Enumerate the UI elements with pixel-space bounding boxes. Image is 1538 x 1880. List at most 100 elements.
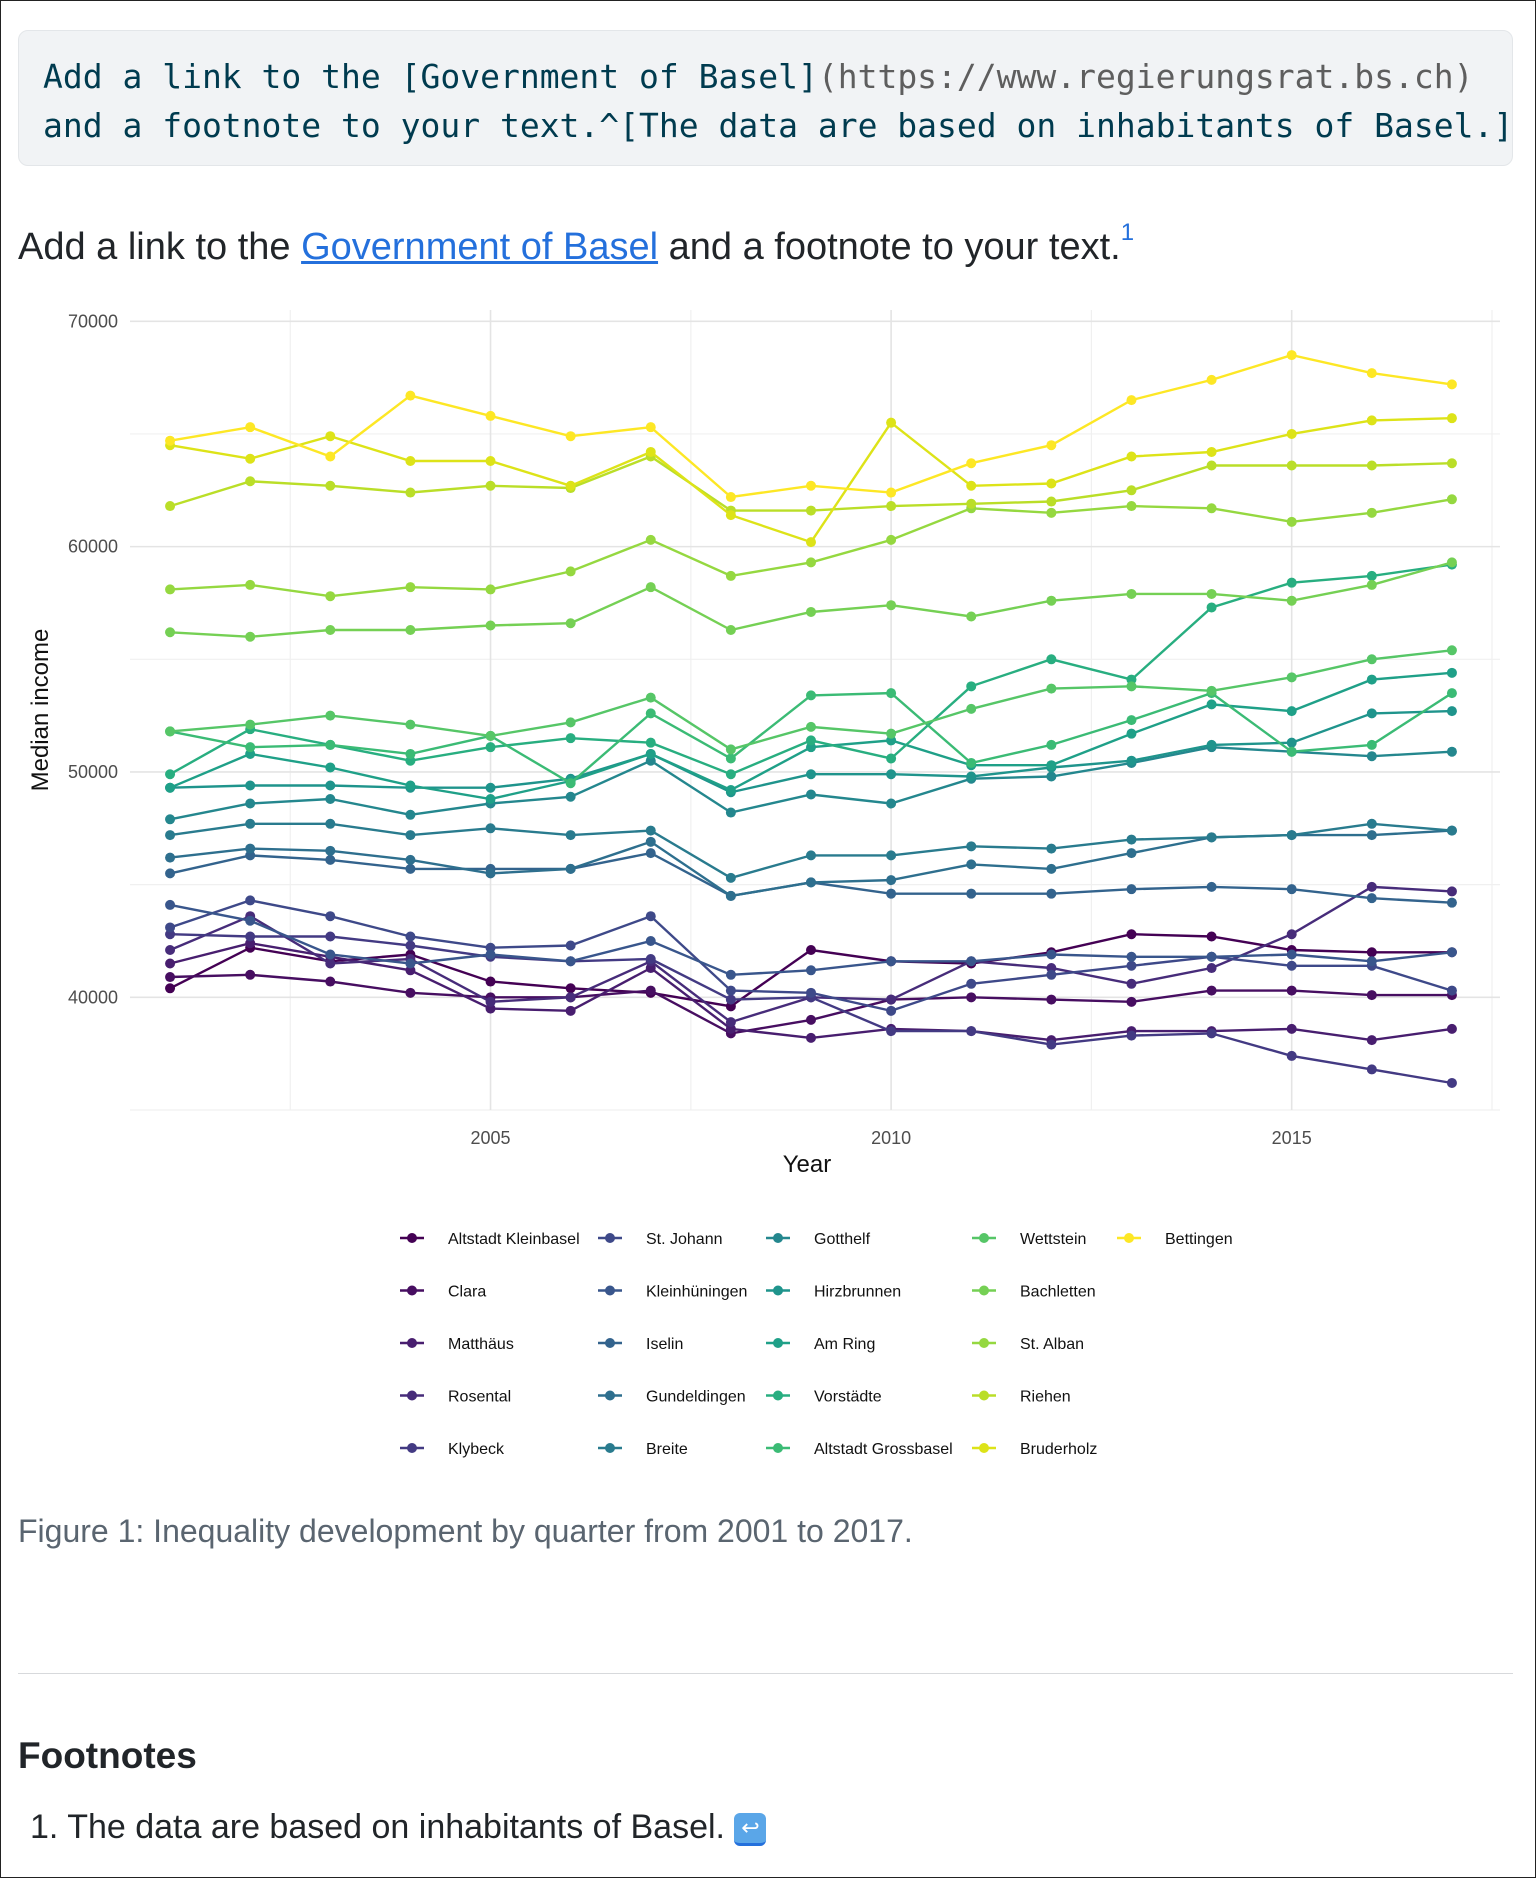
data-point (725, 744, 736, 755)
data-point (886, 501, 897, 512)
data-point (405, 625, 416, 635)
data-point (645, 446, 656, 457)
data-point (1446, 947, 1457, 958)
data-point (165, 435, 176, 446)
legend-key-point (773, 1285, 783, 1296)
data-point (485, 996, 496, 1007)
data-point (645, 825, 656, 836)
data-point (325, 762, 336, 773)
data-point (405, 780, 416, 791)
data-point (325, 845, 336, 856)
government-link[interactable]: Government of Basel (301, 226, 659, 268)
data-point (405, 987, 416, 998)
data-point (966, 458, 977, 469)
data-point (245, 798, 256, 809)
data-point (245, 476, 256, 487)
data-point (1286, 929, 1297, 940)
data-point (1046, 771, 1057, 782)
figure-caption: Figure 1: Inequality development by quar… (18, 1513, 913, 1549)
data-point (725, 510, 736, 521)
data-point (405, 390, 416, 401)
data-point (805, 1014, 816, 1025)
y-axis-title: Median income (27, 629, 54, 792)
x-tick-label: 2010 (871, 1128, 911, 1148)
data-point (1126, 978, 1137, 989)
data-point (245, 631, 256, 642)
data-point (1046, 888, 1057, 899)
data-point (325, 958, 336, 969)
data-point (966, 480, 977, 491)
data-point (966, 841, 977, 852)
data-point (1446, 985, 1457, 996)
data-point (1206, 739, 1217, 750)
legend-key-point (773, 1233, 783, 1243)
data-point (565, 778, 576, 789)
data-point (1206, 699, 1217, 710)
data-point (886, 888, 897, 899)
data-point (886, 1005, 897, 1016)
data-point (485, 584, 496, 595)
data-point (1366, 990, 1377, 1001)
footnote-ref-link[interactable]: 1 (1120, 219, 1135, 246)
data-point (325, 976, 336, 987)
data-point (725, 492, 736, 503)
data-point (1126, 501, 1137, 512)
data-point (1206, 685, 1217, 696)
data-point (1126, 451, 1137, 462)
data-point (1286, 706, 1297, 717)
data-point (1446, 1023, 1457, 1034)
data-point (886, 875, 897, 886)
data-point (805, 1032, 816, 1043)
y-tick-label: 40000 (68, 987, 118, 1007)
data-point (1286, 1023, 1297, 1034)
legend-label: Wettstein (1020, 1231, 1086, 1248)
data-point (1206, 881, 1217, 892)
data-point (1206, 832, 1217, 843)
data-point (1206, 602, 1217, 613)
data-point (565, 566, 576, 577)
data-point (1446, 645, 1457, 656)
data-point (1126, 848, 1137, 859)
data-point (966, 888, 977, 899)
data-point (1126, 996, 1137, 1007)
footnote-text: 1. The data are based on inhabitants of … (30, 1808, 725, 1846)
data-point (725, 570, 736, 581)
data-point (1446, 688, 1457, 699)
data-point (805, 721, 816, 732)
y-tick-label: 60000 (68, 537, 118, 557)
data-point (1446, 746, 1457, 757)
data-point (405, 582, 416, 593)
data-point (1286, 460, 1297, 471)
data-point (1286, 595, 1297, 606)
data-point (1126, 884, 1137, 895)
legend-key-point (979, 1285, 989, 1296)
data-point (1126, 834, 1137, 845)
legend-key-point (979, 1233, 989, 1243)
data-point (1366, 818, 1377, 829)
data-point (325, 854, 336, 865)
data-point (325, 780, 336, 791)
data-point (325, 739, 336, 750)
legend-label: Breite (646, 1441, 688, 1458)
legend-key-point (773, 1390, 783, 1401)
data-point (165, 584, 176, 595)
data-point (1206, 963, 1217, 974)
data-point (165, 830, 176, 841)
data-point (325, 451, 336, 462)
data-point (245, 579, 256, 590)
data-point (645, 911, 656, 922)
data-point (1366, 570, 1377, 581)
data-point (405, 863, 416, 874)
data-point (245, 719, 256, 730)
data-point (325, 480, 336, 491)
data-point (1046, 683, 1057, 694)
data-point (1046, 739, 1057, 750)
data-point (645, 985, 656, 996)
data-point (565, 956, 576, 967)
legend-key-point (605, 1233, 615, 1243)
data-point (725, 769, 736, 780)
data-point (1126, 588, 1137, 599)
data-point (1286, 960, 1297, 971)
data-point (725, 994, 736, 1005)
return-arrow-icon[interactable]: ↩ (734, 1812, 767, 1846)
